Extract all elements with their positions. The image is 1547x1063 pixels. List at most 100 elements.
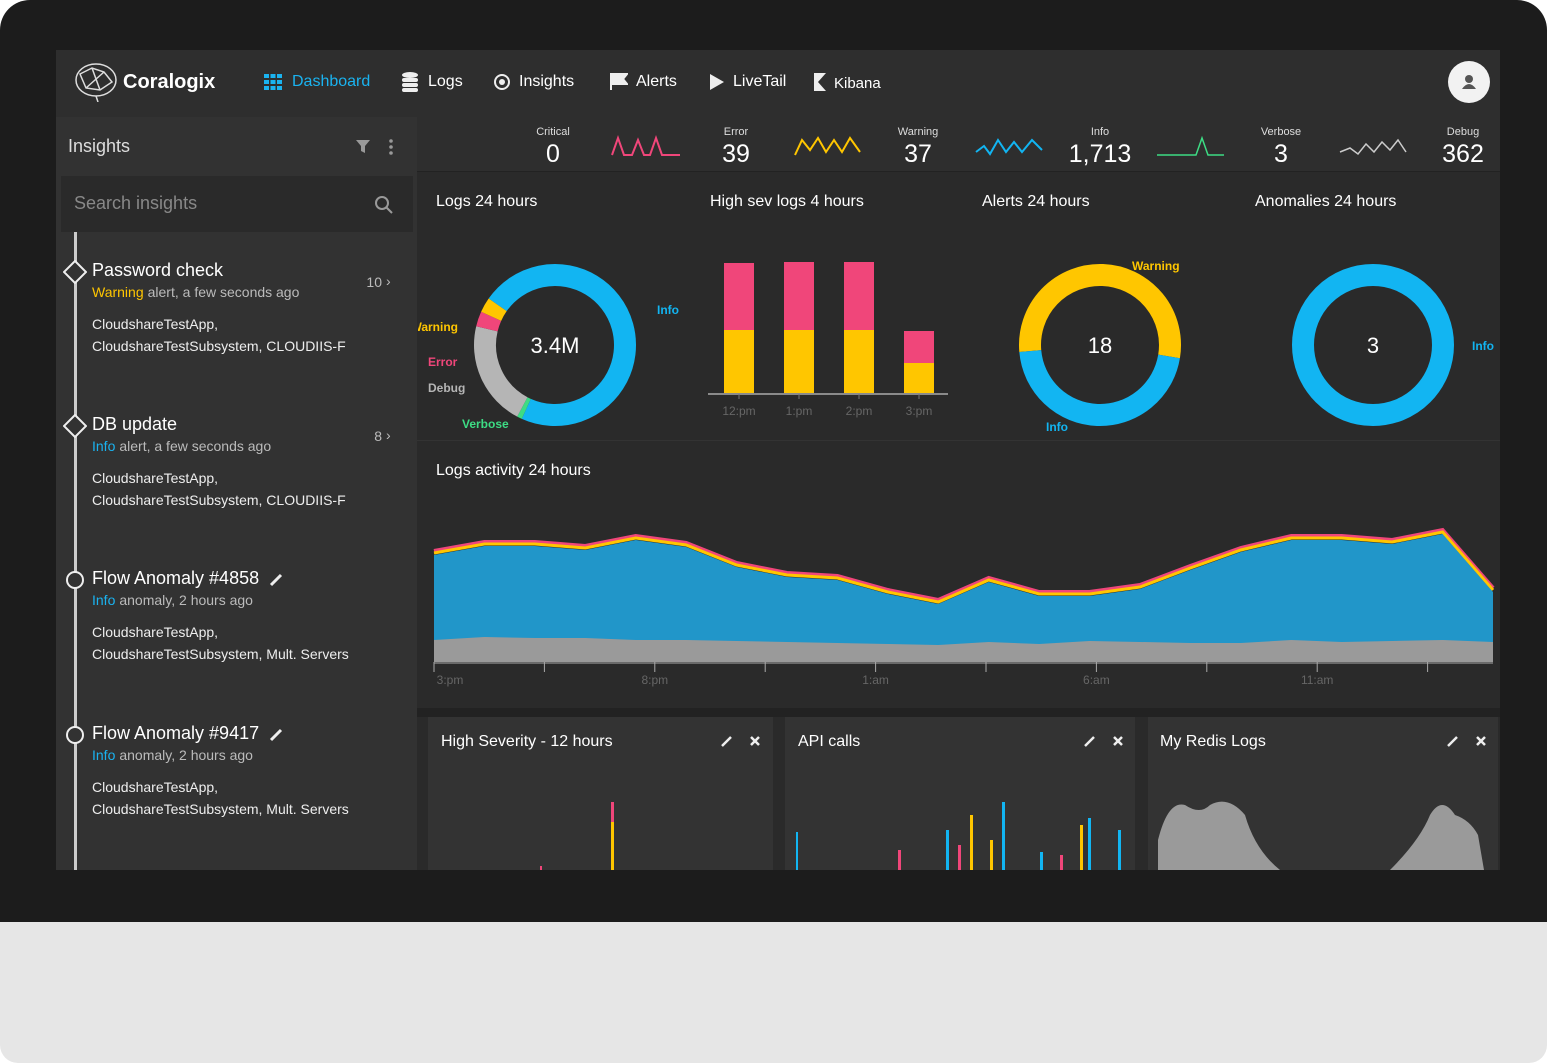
nav-item[interactable]: Insights — [519, 73, 575, 90]
stat-value: 37 — [904, 140, 932, 168]
x-tick-label: 11:am — [1301, 673, 1333, 687]
donut-center: 3.4M — [531, 333, 580, 358]
item-title: Flow Anomaly #9417 — [92, 723, 260, 743]
item-title: Password check — [92, 260, 224, 280]
chevron: › — [386, 273, 391, 289]
item-subtitle: Info alert, a few seconds ago — [92, 438, 271, 454]
sparklines — [611, 134, 1407, 156]
icon — [814, 73, 826, 91]
x-tick-label: 3:pm — [906, 404, 933, 418]
bar-segment — [724, 263, 754, 330]
donut-segment — [1292, 264, 1454, 426]
item-detail: CloudshareTestSubsystem, CLOUDIIS-F — [92, 338, 346, 354]
widget-title: High sev logs 4 hours — [710, 193, 864, 210]
logo — [75, 63, 117, 102]
donut-center: 18 — [1088, 333, 1112, 358]
widget-title: Anomalies 24 hours — [1255, 193, 1396, 210]
divider — [417, 708, 1500, 717]
x-tick-label: 2:pm — [846, 404, 873, 418]
bar-segment — [844, 330, 874, 393]
donut-center: 3 — [1367, 333, 1379, 358]
icon — [610, 73, 628, 90]
stats-bar — [417, 117, 1500, 172]
bar-segment — [904, 363, 934, 393]
stat-label: Error — [723, 126, 749, 138]
stat-value: 1,713 — [1068, 140, 1132, 168]
item-subtitle: Info anomaly, 2 hours ago — [92, 747, 253, 763]
avatar[interactable] — [1448, 61, 1490, 103]
segment-label: Info — [1472, 339, 1494, 353]
item-detail: CloudshareTestApp, — [92, 779, 219, 795]
area — [434, 637, 1493, 662]
top-nav — [56, 50, 1500, 117]
sidebar — [56, 117, 417, 870]
x-tick-label: 8:pm — [641, 673, 668, 687]
stat-label: Verbose — [1260, 126, 1302, 138]
item-subtitle: Info anomaly, 2 hours ago — [92, 592, 253, 608]
donut-segment — [517, 397, 531, 419]
segment-label: Warning — [1132, 259, 1180, 273]
search-icon — [375, 196, 393, 214]
nav-item[interactable]: Logs — [428, 73, 463, 90]
brand: Coralogix — [123, 71, 216, 93]
timeline-node — [66, 571, 84, 589]
x-tick-label: 6:am — [1083, 673, 1110, 687]
item-count[interactable]: 10 — [366, 274, 382, 290]
panel-title: My Redis Logs — [1160, 733, 1266, 750]
donut-segment — [488, 264, 636, 426]
nav-item[interactable]: Dashboard — [292, 73, 371, 90]
item-subtitle: Warning alert, a few seconds ago — [92, 284, 299, 300]
stat-label: Debug — [1446, 126, 1480, 138]
nav-item[interactable]: LiveTail — [733, 73, 787, 90]
item-count[interactable]: 8 — [374, 428, 382, 444]
level: Info — [92, 438, 116, 454]
chart-title: Logs activity 24 hours — [436, 462, 591, 479]
mini-charts — [540, 801, 1484, 870]
item-text: anomaly, 2 hours ago — [119, 747, 253, 763]
level: Info — [92, 592, 116, 608]
segment-label: Info — [657, 303, 679, 317]
stat-value: 39 — [722, 140, 750, 168]
timeline — [74, 232, 77, 870]
search-placeholder: Search insights — [74, 193, 198, 213]
search-box[interactable] — [61, 176, 413, 232]
segment-label: Info — [1046, 420, 1068, 434]
panel — [785, 717, 1135, 870]
icon — [264, 74, 282, 90]
x-tick-label: 3:pm — [437, 673, 464, 687]
area-edge — [433, 530, 1495, 604]
stat-label: Warning — [897, 126, 939, 138]
panel-title: API calls — [798, 733, 861, 750]
panel — [428, 717, 773, 870]
item-detail: CloudshareTestApp, — [92, 470, 219, 486]
edit-icon[interactable] — [269, 572, 285, 588]
icons — [356, 139, 393, 155]
segment-label: Verbose — [462, 417, 509, 431]
item-detail: CloudshareTestApp, — [92, 624, 219, 640]
donut-segment — [481, 298, 507, 322]
panel-icons — [721, 736, 1486, 747]
edit-icon[interactable] — [269, 727, 285, 743]
widget-title: Logs 24 hours — [436, 193, 537, 210]
icon — [402, 72, 418, 92]
timeline-node — [66, 726, 84, 744]
nav-item[interactable]: Kibana — [834, 75, 881, 92]
base — [0, 922, 1547, 1063]
x-tick-label: 1:am — [862, 673, 889, 687]
bar-segment — [724, 330, 754, 393]
icon — [710, 74, 724, 90]
x-tick-label: 1:pm — [786, 404, 813, 418]
sidebar-title: Insights — [68, 136, 131, 156]
level: Warning — [92, 284, 144, 300]
item-text: alert, a few seconds ago — [119, 438, 272, 454]
segment-label: Debug — [428, 381, 465, 395]
item-detail: CloudshareTestSubsystem, Mult. Servers — [92, 646, 349, 662]
nav-item[interactable]: Alerts — [636, 73, 677, 90]
timeline-node — [63, 414, 87, 438]
item-detail: CloudshareTestSubsystem, CLOUDIIS-F — [92, 492, 346, 508]
segment-label: Warning — [410, 320, 458, 334]
stat-label: Critical — [536, 126, 570, 138]
stat-value: 0 — [546, 140, 560, 168]
